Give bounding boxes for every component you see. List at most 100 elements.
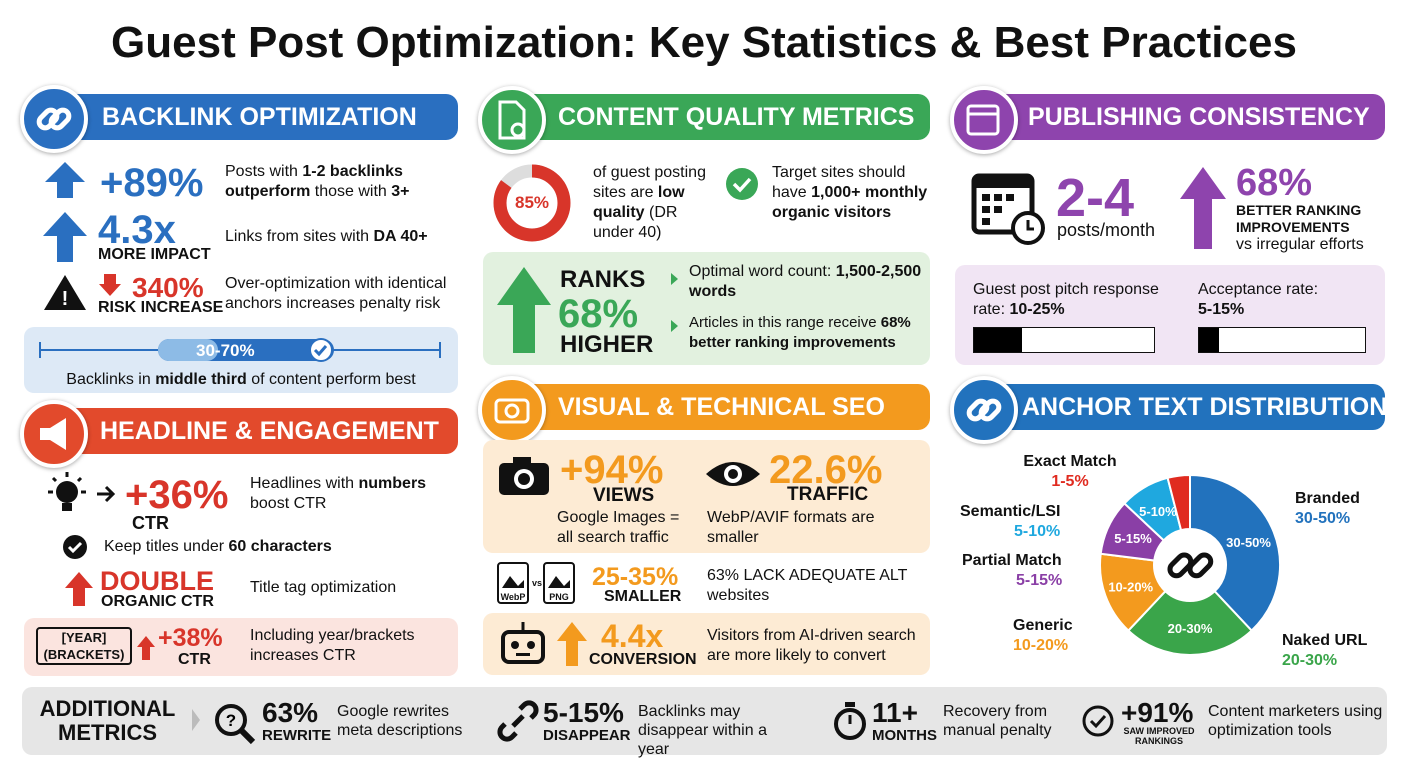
section-heading: CONTENT QUALITY METRICS [520,94,930,140]
decoration [502,576,524,588]
decoration [548,576,570,588]
text: websites [707,587,770,604]
decoration [834,702,866,740]
stat-label: CTR [178,651,211,668]
decoration: of guest posting sites are low quality (… [593,163,718,243]
decoration: ! [43,162,87,310]
decoration [973,327,1155,353]
decoration: ? [226,711,236,730]
decoration [192,709,200,731]
text: 1-2 backlinks outperform [225,163,403,200]
stat-label: ORGANIC CTR [101,593,214,610]
pie-slice [1166,473,1191,532]
decoration [497,700,539,742]
slice-label: 30-50% [1226,535,1271,550]
decoration [48,107,72,131]
decoration [834,708,866,740]
decoration [215,704,247,736]
text: 68% better ranking improvements [689,314,911,351]
decoration [726,168,758,200]
decoration [1026,220,1034,231]
decoration: Optimal word count: 1,500-2,500 words [689,262,924,302]
callout-name: Partial Match [962,552,1062,569]
text: SMALLER [604,588,682,605]
decoration: 63% LACK ADEQUATE ALT websites [707,566,907,606]
callout-range: 5-10% [1014,523,1061,540]
stat-desc: Including year/brackets increases CTR [250,627,415,664]
decoration [994,206,1002,213]
slice-callout: Semantic/LSI 5-10% [960,502,1060,542]
decoration [974,176,1032,188]
decoration [497,267,551,353]
decoration [40,418,66,450]
text: Articles in this range receive [689,314,881,331]
decoration [99,274,121,296]
stat-value: 4.3x [98,208,176,252]
decoration [706,462,760,486]
decoration [44,275,86,310]
metric-desc: Content marketers using optimization too… [1208,703,1383,739]
text: middle third [155,371,247,388]
callout-range: 1-5% [1051,473,1089,490]
text: PNG [549,592,569,602]
donut [493,164,571,242]
decoration [483,613,930,675]
text: Headlines with [250,475,359,492]
section-heading: ANCHOR TEXT DISTRIBUTION [990,384,1387,430]
stat-desc: Title tag optimization [250,579,397,596]
text: HIGHER [560,331,654,358]
text: Guest post pitch response rate: [973,281,1159,318]
decoration [137,636,155,660]
slice-label: 20-30% [1168,621,1213,636]
callout-name: Naked URL [1282,632,1368,649]
decoration [557,622,587,666]
text: 3+ [391,183,410,200]
decoration [39,338,441,362]
decoration [499,457,549,495]
decoration [974,328,1022,352]
decoration [192,709,200,731]
text: 60 characters [228,538,332,555]
decoration [845,702,855,707]
text: WebP [500,592,526,602]
decoration [36,107,72,131]
page-title: Guest Post Optimization: Key Statistics … [111,18,1297,67]
decoration [56,481,78,503]
text: 22.6% [769,448,883,492]
decoration [478,86,546,154]
text: +94% [560,448,664,492]
decoration [1199,328,1219,352]
text: Backlinks in [66,371,156,388]
text: 25-35% [592,563,679,591]
decoration: Backlinks in middle third of content per… [24,370,458,390]
decoration [516,653,530,656]
decoration [510,122,526,138]
decoration [483,252,930,365]
text: TRAFFIC [787,484,869,505]
decoration [671,273,678,285]
callout-name: Exact Match [1023,453,1117,470]
decoration [1180,167,1226,249]
text: vs [531,578,542,588]
slice-callout: Naked URL 20-30% [1282,631,1367,671]
decoration [20,85,88,153]
text: ADDITIONAL METRICS [39,696,176,745]
decoration [1089,714,1107,729]
stat-label: MORE IMPACT [98,246,211,263]
text: those with [310,183,392,200]
decoration [63,535,87,559]
metric-label: REWRITE [262,727,332,744]
text: CONVERSION [589,651,697,668]
decoration [22,687,1387,755]
decoration [494,398,530,424]
stat-label: CTR [132,513,169,533]
decoration [982,218,990,225]
stat-value: +36% [125,473,229,517]
decoration: Acceptance rate: 5-15% [1198,280,1358,320]
decoration: Links from sites with DA 40+ [225,227,428,247]
decoration [497,722,518,742]
decoration [994,194,1002,201]
text: 1,500-2,500 words [689,263,922,300]
text: Links from sites with [225,228,374,245]
stat-desc: Over-optimization with identical anchors… [225,275,447,312]
